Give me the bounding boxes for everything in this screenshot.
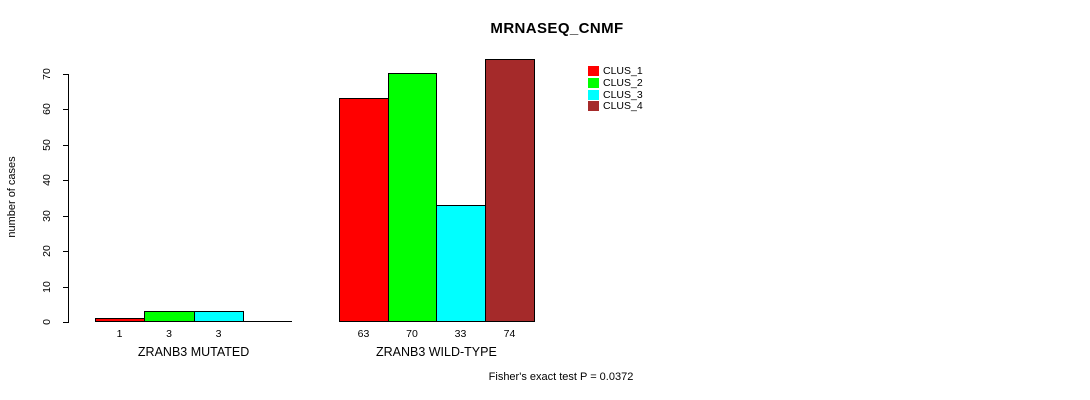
bar-value-label: 74 (503, 328, 516, 340)
stat-annotation: Fisher's exact test P = 0.0372 (488, 371, 634, 383)
group-label: ZRANB3 WILD-TYPE (375, 345, 497, 359)
legend-label: CLUS_1 (603, 65, 643, 77)
y-tick (63, 180, 69, 181)
chart-title: MRNASEQ_CNMF (490, 20, 624, 37)
bar-value-label: 33 (454, 328, 467, 340)
y-tick (63, 322, 69, 323)
legend-swatch (588, 90, 599, 100)
bar (388, 73, 437, 322)
y-tick (63, 109, 69, 110)
bar (194, 311, 244, 322)
legend-label: CLUS_2 (603, 77, 643, 89)
y-tick (63, 74, 69, 75)
bar-value-label: 3 (166, 328, 172, 340)
legend-swatch (588, 78, 599, 88)
legend-label: CLUS_3 (603, 89, 643, 101)
bar-value-label: 63 (357, 328, 370, 340)
bar-value-label: 70 (406, 328, 418, 340)
y-axis-line (68, 74, 69, 323)
y-tick (63, 287, 69, 288)
bar-value-label: 1 (116, 328, 123, 340)
bar (485, 59, 535, 322)
y-tick (63, 145, 69, 146)
legend-swatch (588, 66, 599, 76)
bar-value-label: 3 (215, 328, 222, 340)
group-label: ZRANB3 MUTATED (137, 345, 250, 359)
y-tick (63, 216, 69, 217)
y-tick (63, 251, 69, 252)
bar (436, 205, 486, 322)
legend-swatch (588, 101, 599, 111)
legend-label: CLUS_4 (603, 100, 643, 112)
